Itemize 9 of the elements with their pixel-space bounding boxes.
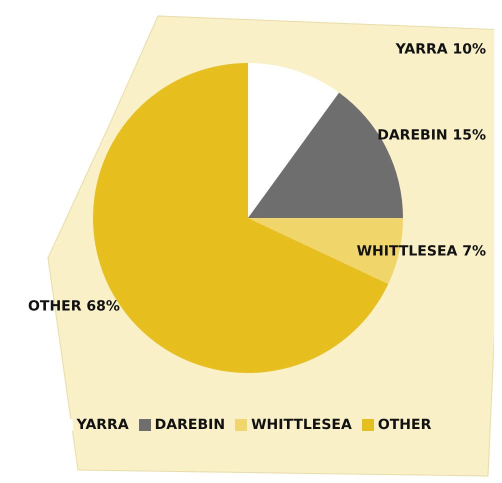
category-label: DAREBIN 15% xyxy=(377,127,486,144)
legend-label: YARRA xyxy=(76,417,129,433)
category-label: WHITTLESEA 7% xyxy=(356,244,486,260)
legend-label: DAREBIN xyxy=(154,417,226,433)
legend-label: WHITTLESEA xyxy=(251,417,352,433)
pie-slice xyxy=(248,63,340,218)
category-label: YARRA 10% xyxy=(396,41,486,58)
legend-label: OTHER xyxy=(378,417,432,433)
category-label: OTHER 68% xyxy=(28,298,120,315)
